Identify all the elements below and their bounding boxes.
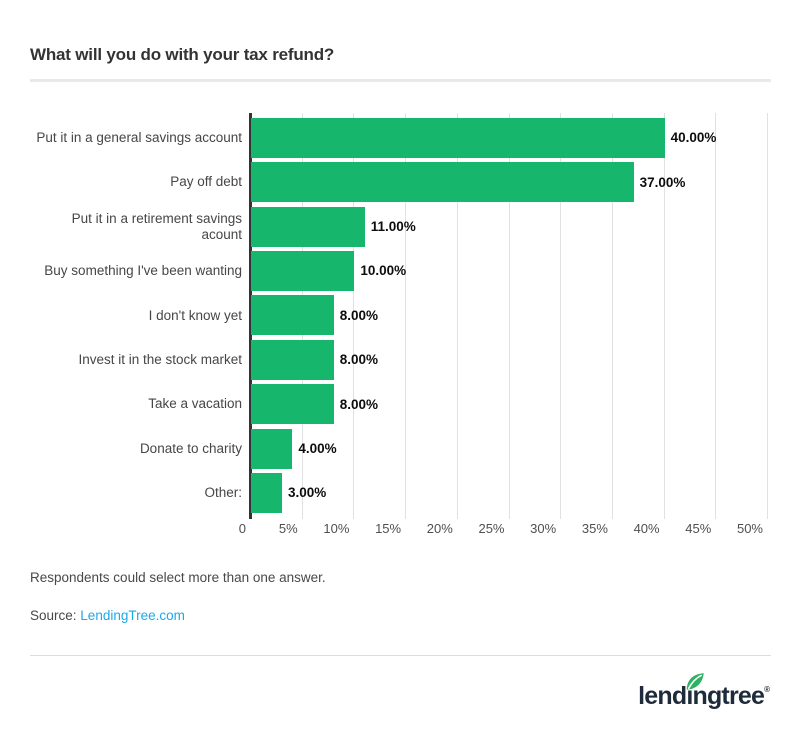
- x-axis-tick-label: 45%: [685, 521, 712, 536]
- methodology-note: Respondents could select more than one a…: [30, 570, 326, 585]
- x-axis-tick-label: 10%: [323, 521, 350, 536]
- x-axis-tick-label: 40%: [633, 521, 660, 536]
- value-label: 37.00%: [639, 174, 686, 190]
- bar-row: Pay off debt 37.00%: [30, 162, 686, 203]
- value-label: 40.00%: [670, 130, 717, 146]
- bar: [251, 428, 293, 469]
- bar-row: Other: 3.00%: [30, 472, 327, 513]
- value-label: 10.00%: [360, 263, 407, 279]
- gridline: [405, 113, 407, 519]
- x-axis-tick-label: 50%: [736, 521, 763, 536]
- bar-row: Take a vacation 8.00%: [30, 384, 378, 425]
- x-axis-tick-label: 30%: [530, 521, 557, 536]
- source-line: Source: LendingTree.com: [30, 608, 185, 623]
- x-axis-tick-label: 25%: [478, 521, 505, 536]
- value-label: 11.00%: [370, 219, 416, 234]
- gridline: [715, 113, 717, 519]
- bar: [251, 295, 334, 336]
- bar: [251, 384, 334, 425]
- bar-row: Put it in a retirement savings acount 11…: [30, 206, 416, 247]
- bar: [251, 206, 365, 247]
- gridline: [560, 113, 562, 519]
- bar-row: I don't know yet 8.00%: [30, 295, 378, 336]
- footer-divider: [30, 655, 771, 656]
- category-label: Invest it in the stock market: [78, 351, 242, 367]
- category-label: Take a vacation: [148, 396, 242, 412]
- leaf-icon: [686, 673, 704, 690]
- bar: [251, 250, 355, 291]
- lendingtree-logo: lendıngtree®: [638, 673, 770, 710]
- value-label: 8.00%: [339, 307, 378, 323]
- value-label: 4.00%: [298, 441, 337, 456]
- bar-row: Donate to charity 4.00%: [30, 428, 337, 469]
- category-label: Pay off debt: [170, 174, 242, 190]
- bar: [251, 472, 283, 513]
- bar-row: Invest it in the stock market 8.00%: [30, 339, 378, 380]
- bar-row: Put it in a general savings account 40.0…: [30, 117, 717, 158]
- value-label: 8.00%: [339, 396, 378, 412]
- title-divider: [30, 79, 771, 82]
- source-link[interactable]: LendingTree.com: [80, 608, 185, 623]
- category-label: Put it in a general savings account: [36, 129, 242, 145]
- page-title: What will you do with your tax refund?: [30, 45, 335, 64]
- gridline: [767, 113, 768, 519]
- y-axis-line: [249, 113, 252, 519]
- registered-mark: ®: [764, 685, 770, 694]
- x-axis-tick-label: 5%: [278, 521, 298, 536]
- x-axis-tick-label: 20%: [426, 521, 453, 536]
- brand-text-post: ngtree: [692, 682, 765, 710]
- x-axis-tick-label: 35%: [581, 521, 608, 536]
- category-label: Donate to charity: [139, 440, 242, 456]
- bar: [251, 162, 634, 203]
- category-label: Other:: [204, 485, 242, 501]
- gridline: [456, 113, 458, 519]
- value-label: 8.00%: [339, 352, 378, 368]
- category-label: I don't know yet: [148, 307, 242, 323]
- brand-text-pre: lend: [638, 682, 687, 710]
- gridline: [611, 113, 613, 519]
- source-label: Source:: [30, 608, 77, 623]
- x-axis-tick-label: 15%: [375, 521, 402, 536]
- gridline: [353, 113, 355, 519]
- category-label: Buy something I've been wanting: [44, 263, 242, 279]
- gridline: [663, 113, 665, 519]
- x-axis-tick-label: 0: [238, 521, 246, 536]
- bar-row: Buy something I've been wanting 10.00%: [30, 250, 407, 291]
- bar: [251, 117, 665, 158]
- value-label: 3.00%: [288, 485, 327, 501]
- bar: [251, 339, 334, 380]
- gridline: [508, 113, 510, 519]
- category-label: Put it in a retirement savings acount: [71, 210, 242, 242]
- brand-text-i: ı: [686, 682, 693, 710]
